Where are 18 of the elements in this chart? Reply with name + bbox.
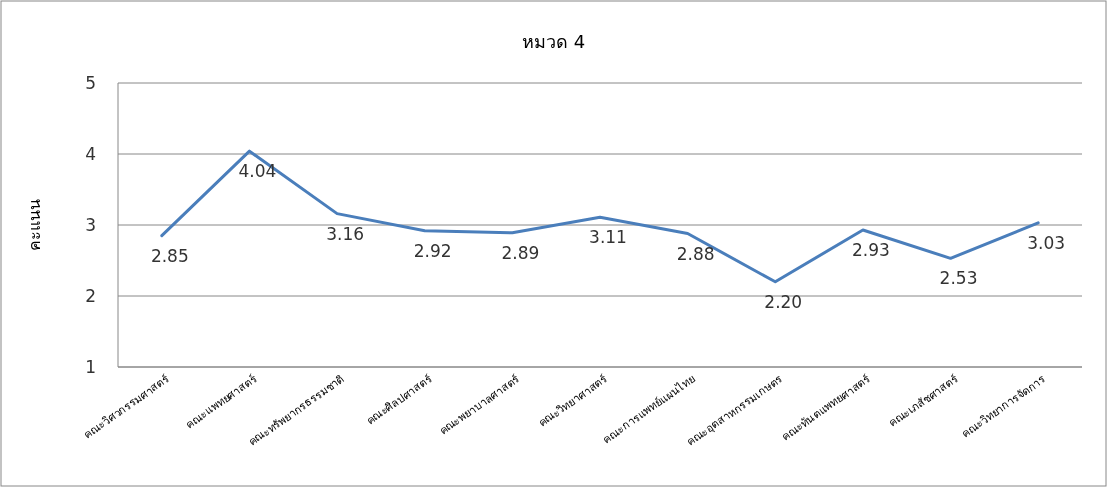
data-label: 2.88 <box>676 243 715 264</box>
y-axis-title: คะแนน <box>25 199 44 251</box>
y-tick-label: 4 <box>85 144 96 164</box>
y-tick-label: 5 <box>85 73 96 93</box>
data-label: 2.92 <box>413 240 452 261</box>
y-tick-label: 1 <box>85 357 96 377</box>
data-label: 2.89 <box>501 242 540 263</box>
data-label: 2.53 <box>939 268 978 289</box>
data-label: 4.04 <box>238 161 277 182</box>
chart-title: หมวด 4 <box>521 31 586 52</box>
data-label: 2.20 <box>764 291 803 312</box>
data-label: 3.11 <box>589 227 627 248</box>
data-label: 2.85 <box>150 245 189 266</box>
data-label: 3.16 <box>326 223 365 244</box>
y-tick-label: 3 <box>85 215 96 235</box>
y-tick-label: 2 <box>85 286 96 306</box>
data-label: 2.93 <box>851 239 890 260</box>
data-label: 3.03 <box>1027 232 1066 253</box>
